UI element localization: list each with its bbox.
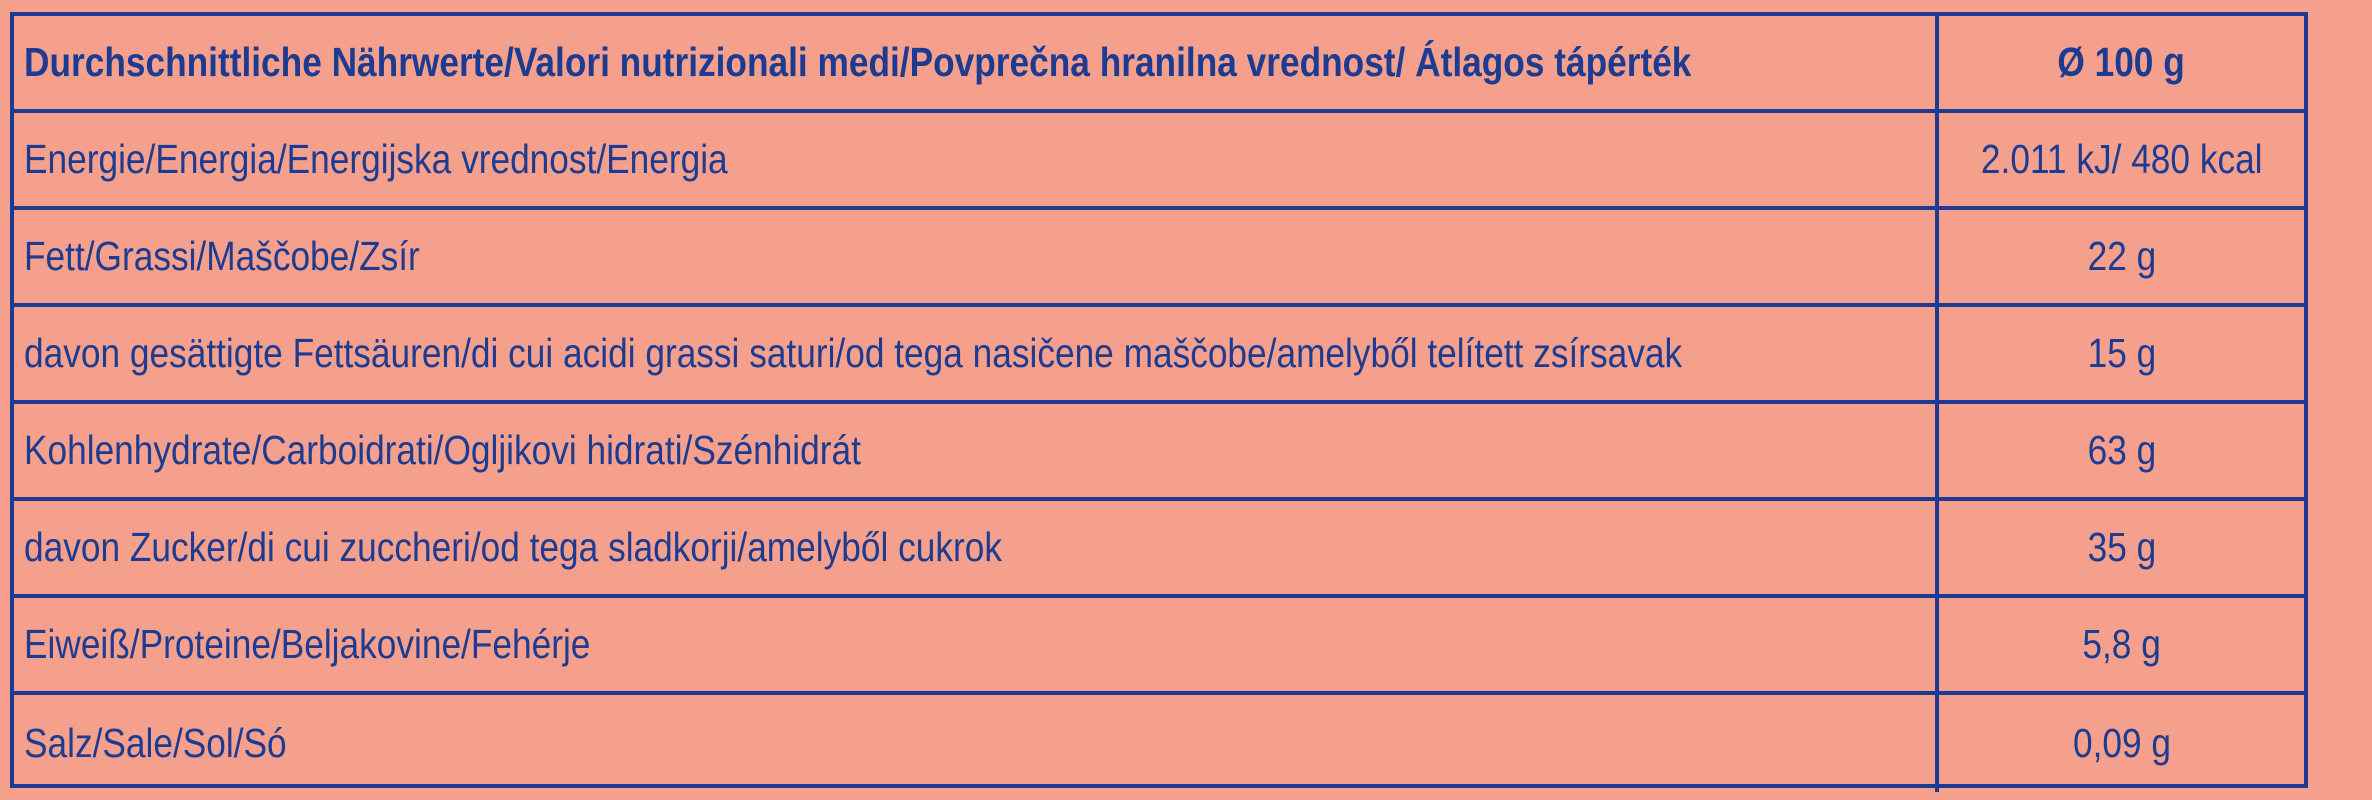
row-value: 63 g <box>2087 427 2156 473</box>
table-row: davon gesättigte Fettsäuren/di cui acidi… <box>14 307 2304 404</box>
row-value: 35 g <box>2087 524 2156 570</box>
row-label-cell: Energie/Energia/Energijska vrednost/Ener… <box>14 113 1939 206</box>
row-value: 22 g <box>2087 233 2156 279</box>
row-label: Kohlenhydrate/Carboidrati/Ogljikovi hidr… <box>24 427 861 473</box>
table-row: Energie/Energia/Energijska vrednost/Ener… <box>14 113 2304 210</box>
row-value-cell: 22 g <box>1939 210 2304 303</box>
row-label: Fett/Grassi/Maščobe/Zsír <box>24 233 420 279</box>
row-value-cell: 2.011 kJ/ 480 kcal <box>1939 113 2304 206</box>
table-row: Salz/Sale/Sol/Só 0,09 g <box>14 695 2304 792</box>
row-label: Eiweiß/Proteine/Beljakovine/Fehérje <box>24 621 591 667</box>
row-label-cell: Fett/Grassi/Maščobe/Zsír <box>14 210 1939 303</box>
header-label: Durchschnittliche Nährwerte/Valori nutri… <box>24 39 1692 85</box>
row-value-cell: 63 g <box>1939 404 2304 497</box>
row-value-cell: 35 g <box>1939 501 2304 594</box>
row-value: 0,09 g <box>2072 720 2171 766</box>
row-label: davon gesättigte Fettsäuren/di cui acidi… <box>24 330 1683 376</box>
table-header-row: Durchschnittliche Nährwerte/Valori nutri… <box>14 16 2304 113</box>
row-value-cell: 5,8 g <box>1939 598 2304 691</box>
table-row: Kohlenhydrate/Carboidrati/Ogljikovi hidr… <box>14 404 2304 501</box>
row-value-cell: 15 g <box>1939 307 2304 400</box>
row-label-cell: davon Zucker/di cui zuccheri/od tega sla… <box>14 501 1939 594</box>
row-value: 15 g <box>2087 330 2156 376</box>
row-label-cell: Eiweiß/Proteine/Beljakovine/Fehérje <box>14 598 1939 691</box>
row-label-cell: Salz/Sale/Sol/Só <box>14 695 1939 792</box>
row-label: davon Zucker/di cui zuccheri/od tega sla… <box>24 524 1002 570</box>
row-label: Energie/Energia/Energijska vrednost/Ener… <box>24 136 728 182</box>
header-value: Ø 100 g <box>2057 39 2186 85</box>
table-row: davon Zucker/di cui zuccheri/od tega sla… <box>14 501 2304 598</box>
row-label-cell: davon gesättigte Fettsäuren/di cui acidi… <box>14 307 1939 400</box>
row-value-cell: 0,09 g <box>1939 695 2304 792</box>
header-label-cell: Durchschnittliche Nährwerte/Valori nutri… <box>14 16 1939 109</box>
row-label-cell: Kohlenhydrate/Carboidrati/Ogljikovi hidr… <box>14 404 1939 497</box>
row-label: Salz/Sale/Sol/Só <box>24 720 287 766</box>
table-row: Eiweiß/Proteine/Beljakovine/Fehérje 5,8 … <box>14 598 2304 695</box>
nutrition-table: Durchschnittliche Nährwerte/Valori nutri… <box>10 12 2308 792</box>
table-row: Fett/Grassi/Maščobe/Zsír 22 g <box>14 210 2304 307</box>
row-value: 2.011 kJ/ 480 kcal <box>1980 136 2263 182</box>
row-value: 5,8 g <box>2082 621 2161 667</box>
header-value-cell: Ø 100 g <box>1939 16 2304 109</box>
